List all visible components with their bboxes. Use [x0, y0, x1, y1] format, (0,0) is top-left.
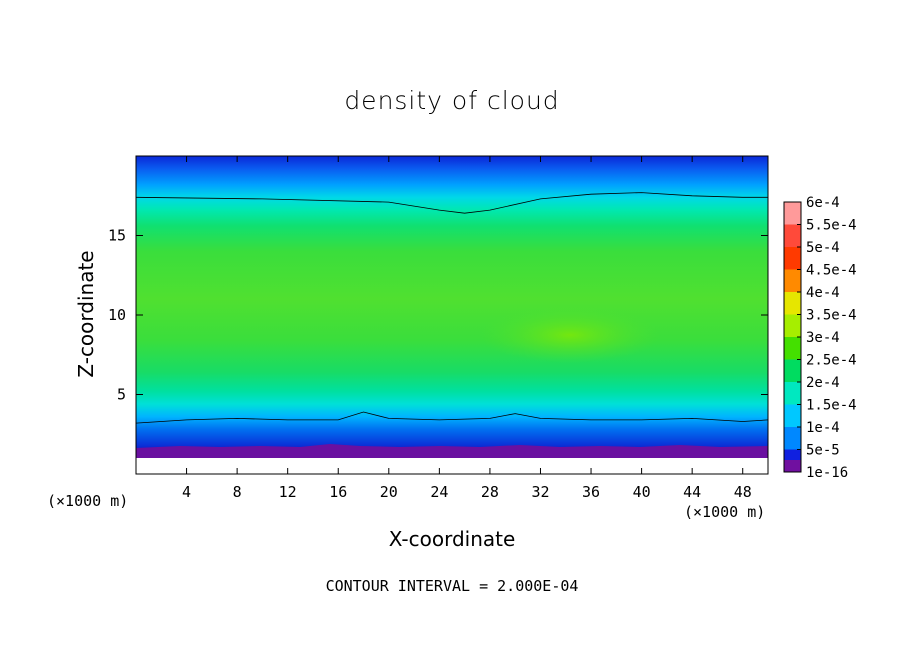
chart-title: density of cloud [344, 86, 560, 115]
density-maximum-region [480, 307, 660, 363]
colorbar-swatch [784, 314, 801, 338]
colorbar-swatch-min [784, 460, 801, 472]
x-tick-label: 32 [531, 483, 549, 501]
colorbar-label: 3.5e-4 [806, 308, 857, 324]
x-tick-label: 40 [633, 483, 651, 501]
colorbar-swatch [784, 337, 801, 360]
upper-contour-line [136, 192, 768, 214]
x-tick-label: 36 [582, 483, 600, 501]
colorbar-label: 5e-5 [806, 443, 840, 459]
x-unit-label-right: (×1000 m) [684, 503, 766, 521]
contour-interval-note: CONTOUR INTERVAL = 2.000E-04 [325, 577, 579, 595]
colorbar-swatch [784, 269, 801, 293]
x-tick-label: 16 [329, 483, 347, 501]
upper-low-density-region [360, 156, 580, 198]
y-axis: 5 10 15 [108, 227, 768, 404]
colorbar-label: 6e-4 [806, 195, 840, 211]
colorbar-swatch [784, 404, 801, 428]
colorbar-swatch [784, 224, 801, 248]
colorbar-label: 5.5e-4 [806, 218, 857, 234]
x-tick-label: 12 [279, 483, 297, 501]
colorbar-label: 2e-4 [806, 375, 840, 391]
y-tick-label: 15 [108, 227, 126, 245]
y-tick-label: 10 [108, 306, 126, 324]
density-field [136, 156, 768, 474]
colorbar-label: 1e-4 [806, 420, 840, 436]
y-axis-label: Z-coordinate [74, 250, 98, 378]
colorbar-swatch [784, 359, 801, 383]
colorbar-swatch [784, 292, 801, 315]
surface-purple-band [136, 444, 768, 458]
x-tick-label: 44 [683, 483, 701, 501]
y-tick-label: 5 [117, 386, 126, 404]
colorbar-label: 1e-16 [806, 465, 848, 481]
x-axis: 4 8 12 16 20 24 28 32 36 40 44 48 [182, 156, 752, 501]
x-tick-label: 4 [182, 483, 191, 501]
colorbar-label: 4.5e-4 [806, 263, 857, 279]
colorbar-label: 4e-4 [806, 285, 840, 301]
colorbar-label: 2.5e-4 [806, 353, 857, 369]
plot-area [136, 156, 768, 474]
x-tick-label: 24 [430, 483, 448, 501]
x-tick-label: 28 [481, 483, 499, 501]
x-axis-label: X-coordinate [388, 527, 516, 551]
colorbar-swatch [784, 382, 801, 405]
x-tick-label: 20 [380, 483, 398, 501]
x-unit-label-left: (×1000 m) [47, 492, 129, 510]
colorbar-label: 5e-4 [806, 240, 840, 256]
ground-region [136, 458, 768, 474]
x-tick-label: 48 [734, 483, 752, 501]
colorbar: 6e-4 5.5e-4 5e-4 4.5e-4 4e-4 3.5e-4 3e-4 2.5e-4… [783, 195, 857, 481]
colorbar-label: 1.5e-4 [806, 398, 857, 414]
colorbar-swatch [784, 427, 801, 450]
x-tick-label: 8 [233, 483, 242, 501]
lower-contour-line [136, 411, 768, 424]
colorbar-swatch [784, 202, 801, 225]
colorbar-swatch [784, 247, 801, 270]
colorbar-label: 3e-4 [806, 330, 840, 346]
